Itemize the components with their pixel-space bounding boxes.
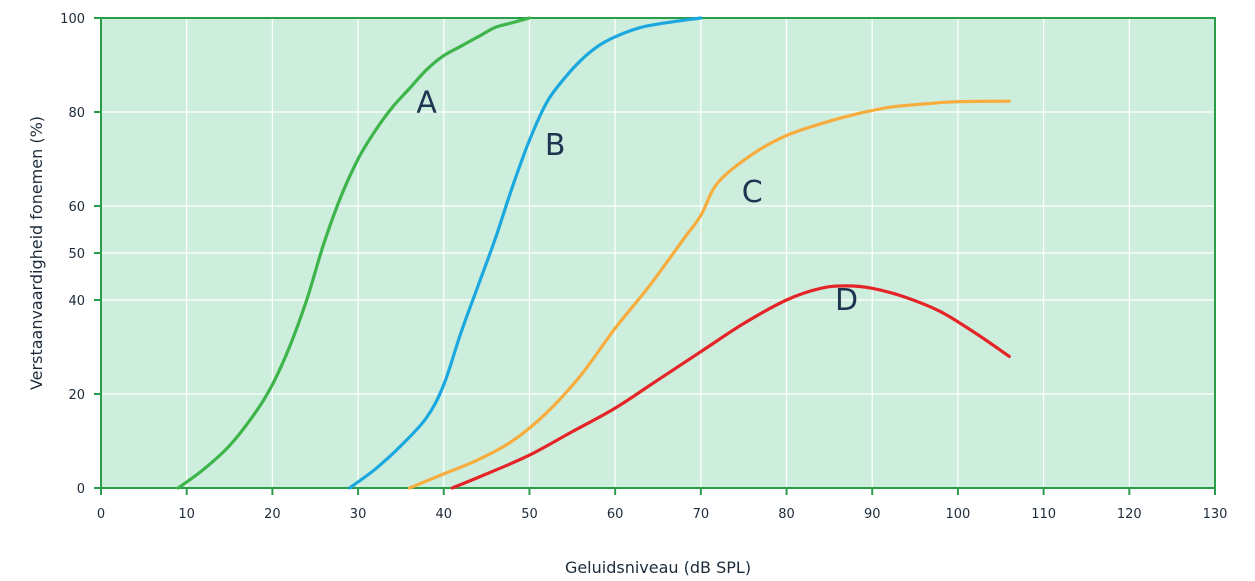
curve-label-c: C xyxy=(742,175,763,210)
y-axis-title: Verstaanvaardigheid fonemen (%) xyxy=(27,116,46,390)
x-tick-label: 40 xyxy=(435,507,452,522)
series-line-d xyxy=(450,284,1011,490)
x-tick-label: 80 xyxy=(778,507,795,522)
curve-label-d: D xyxy=(835,283,858,318)
x-tick-label: 0 xyxy=(97,507,105,522)
x-tick-label: 10 xyxy=(178,507,195,522)
series-line-b xyxy=(347,16,703,490)
x-tick-label: 20 xyxy=(264,507,281,522)
x-tick-label: 110 xyxy=(1031,507,1056,522)
y-tick-label: 0 xyxy=(77,482,85,497)
x-tick-label: 30 xyxy=(350,507,367,522)
series-line-a xyxy=(176,16,532,490)
y-tick-label: 60 xyxy=(68,200,85,215)
y-tick-label: 20 xyxy=(68,388,85,403)
x-tick-label: 100 xyxy=(946,507,971,522)
curve-label-b: B xyxy=(545,128,566,163)
y-tick-label: 80 xyxy=(68,106,85,121)
y-tick-label: 50 xyxy=(68,247,85,262)
y-tick-label: 100 xyxy=(60,12,85,27)
x-tick-label: 70 xyxy=(693,507,710,522)
x-axis-title: Geluidsniveau (dB SPL) xyxy=(565,558,751,577)
curve-labels: A B C D xyxy=(416,86,858,318)
x-tick-label: 130 xyxy=(1203,507,1228,522)
series-line-c xyxy=(407,99,1011,490)
x-axis-ticks: 0 10 20 30 40 50 60 70 80 90 100 110 120 130 xyxy=(97,488,1228,522)
curve-label-a: A xyxy=(416,86,437,121)
x-tick-label: 50 xyxy=(521,507,538,522)
y-tick-label: 40 xyxy=(68,294,85,309)
y-axis-ticks: 0 20 40 50 60 80 100 xyxy=(60,12,101,497)
series-lines xyxy=(176,16,1011,490)
x-tick-label: 60 xyxy=(607,507,624,522)
grid xyxy=(101,18,1215,488)
x-tick-label: 90 xyxy=(864,507,881,522)
x-tick-label: 120 xyxy=(1117,507,1142,522)
